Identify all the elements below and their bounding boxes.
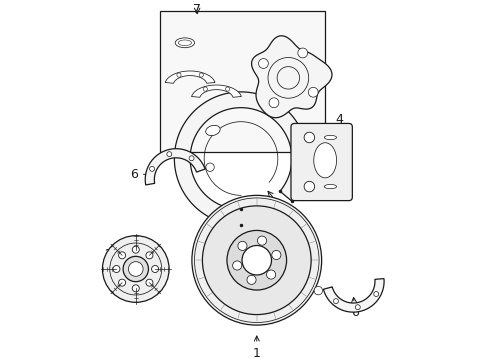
Circle shape [297, 48, 307, 58]
Text: 4: 4 [327, 113, 343, 134]
Circle shape [191, 195, 321, 325]
Circle shape [237, 241, 246, 251]
Polygon shape [323, 279, 383, 312]
Ellipse shape [324, 135, 336, 140]
Circle shape [166, 152, 171, 157]
Circle shape [132, 246, 139, 253]
Ellipse shape [175, 38, 194, 48]
Text: 5: 5 [288, 68, 323, 81]
Circle shape [226, 230, 286, 290]
Circle shape [113, 265, 120, 273]
Circle shape [199, 73, 203, 77]
Circle shape [271, 251, 280, 260]
Bar [160, 11, 325, 152]
Polygon shape [145, 149, 204, 185]
FancyBboxPatch shape [290, 123, 352, 201]
Ellipse shape [205, 125, 220, 136]
Text: 6: 6 [350, 297, 358, 319]
Circle shape [119, 252, 125, 259]
Circle shape [232, 261, 241, 270]
Circle shape [304, 132, 314, 143]
Circle shape [242, 246, 271, 275]
Text: 7: 7 [193, 3, 201, 16]
Circle shape [333, 299, 338, 303]
Ellipse shape [313, 143, 336, 178]
Circle shape [258, 59, 268, 68]
Circle shape [177, 73, 181, 77]
Polygon shape [191, 85, 241, 97]
Circle shape [268, 98, 278, 108]
Polygon shape [165, 71, 215, 83]
Text: 3: 3 [267, 191, 293, 225]
Ellipse shape [324, 184, 336, 189]
Circle shape [257, 236, 266, 245]
Text: 6: 6 [130, 168, 154, 181]
Circle shape [203, 87, 207, 91]
Circle shape [202, 206, 310, 315]
Circle shape [119, 279, 125, 286]
Polygon shape [251, 36, 331, 118]
Circle shape [128, 262, 143, 276]
Circle shape [102, 236, 169, 302]
Circle shape [145, 252, 153, 259]
Circle shape [145, 279, 153, 286]
Circle shape [149, 166, 154, 171]
Circle shape [225, 87, 229, 91]
Circle shape [132, 285, 139, 292]
Circle shape [304, 181, 314, 192]
Circle shape [313, 287, 322, 295]
Circle shape [123, 256, 148, 282]
Circle shape [373, 292, 378, 297]
Circle shape [308, 87, 318, 97]
Circle shape [205, 163, 214, 171]
Circle shape [189, 156, 194, 161]
Circle shape [266, 270, 275, 279]
Circle shape [246, 275, 256, 284]
Text: 1: 1 [252, 336, 260, 360]
Circle shape [151, 265, 158, 273]
Text: 2: 2 [103, 248, 111, 268]
Polygon shape [174, 92, 307, 225]
Circle shape [355, 305, 360, 310]
